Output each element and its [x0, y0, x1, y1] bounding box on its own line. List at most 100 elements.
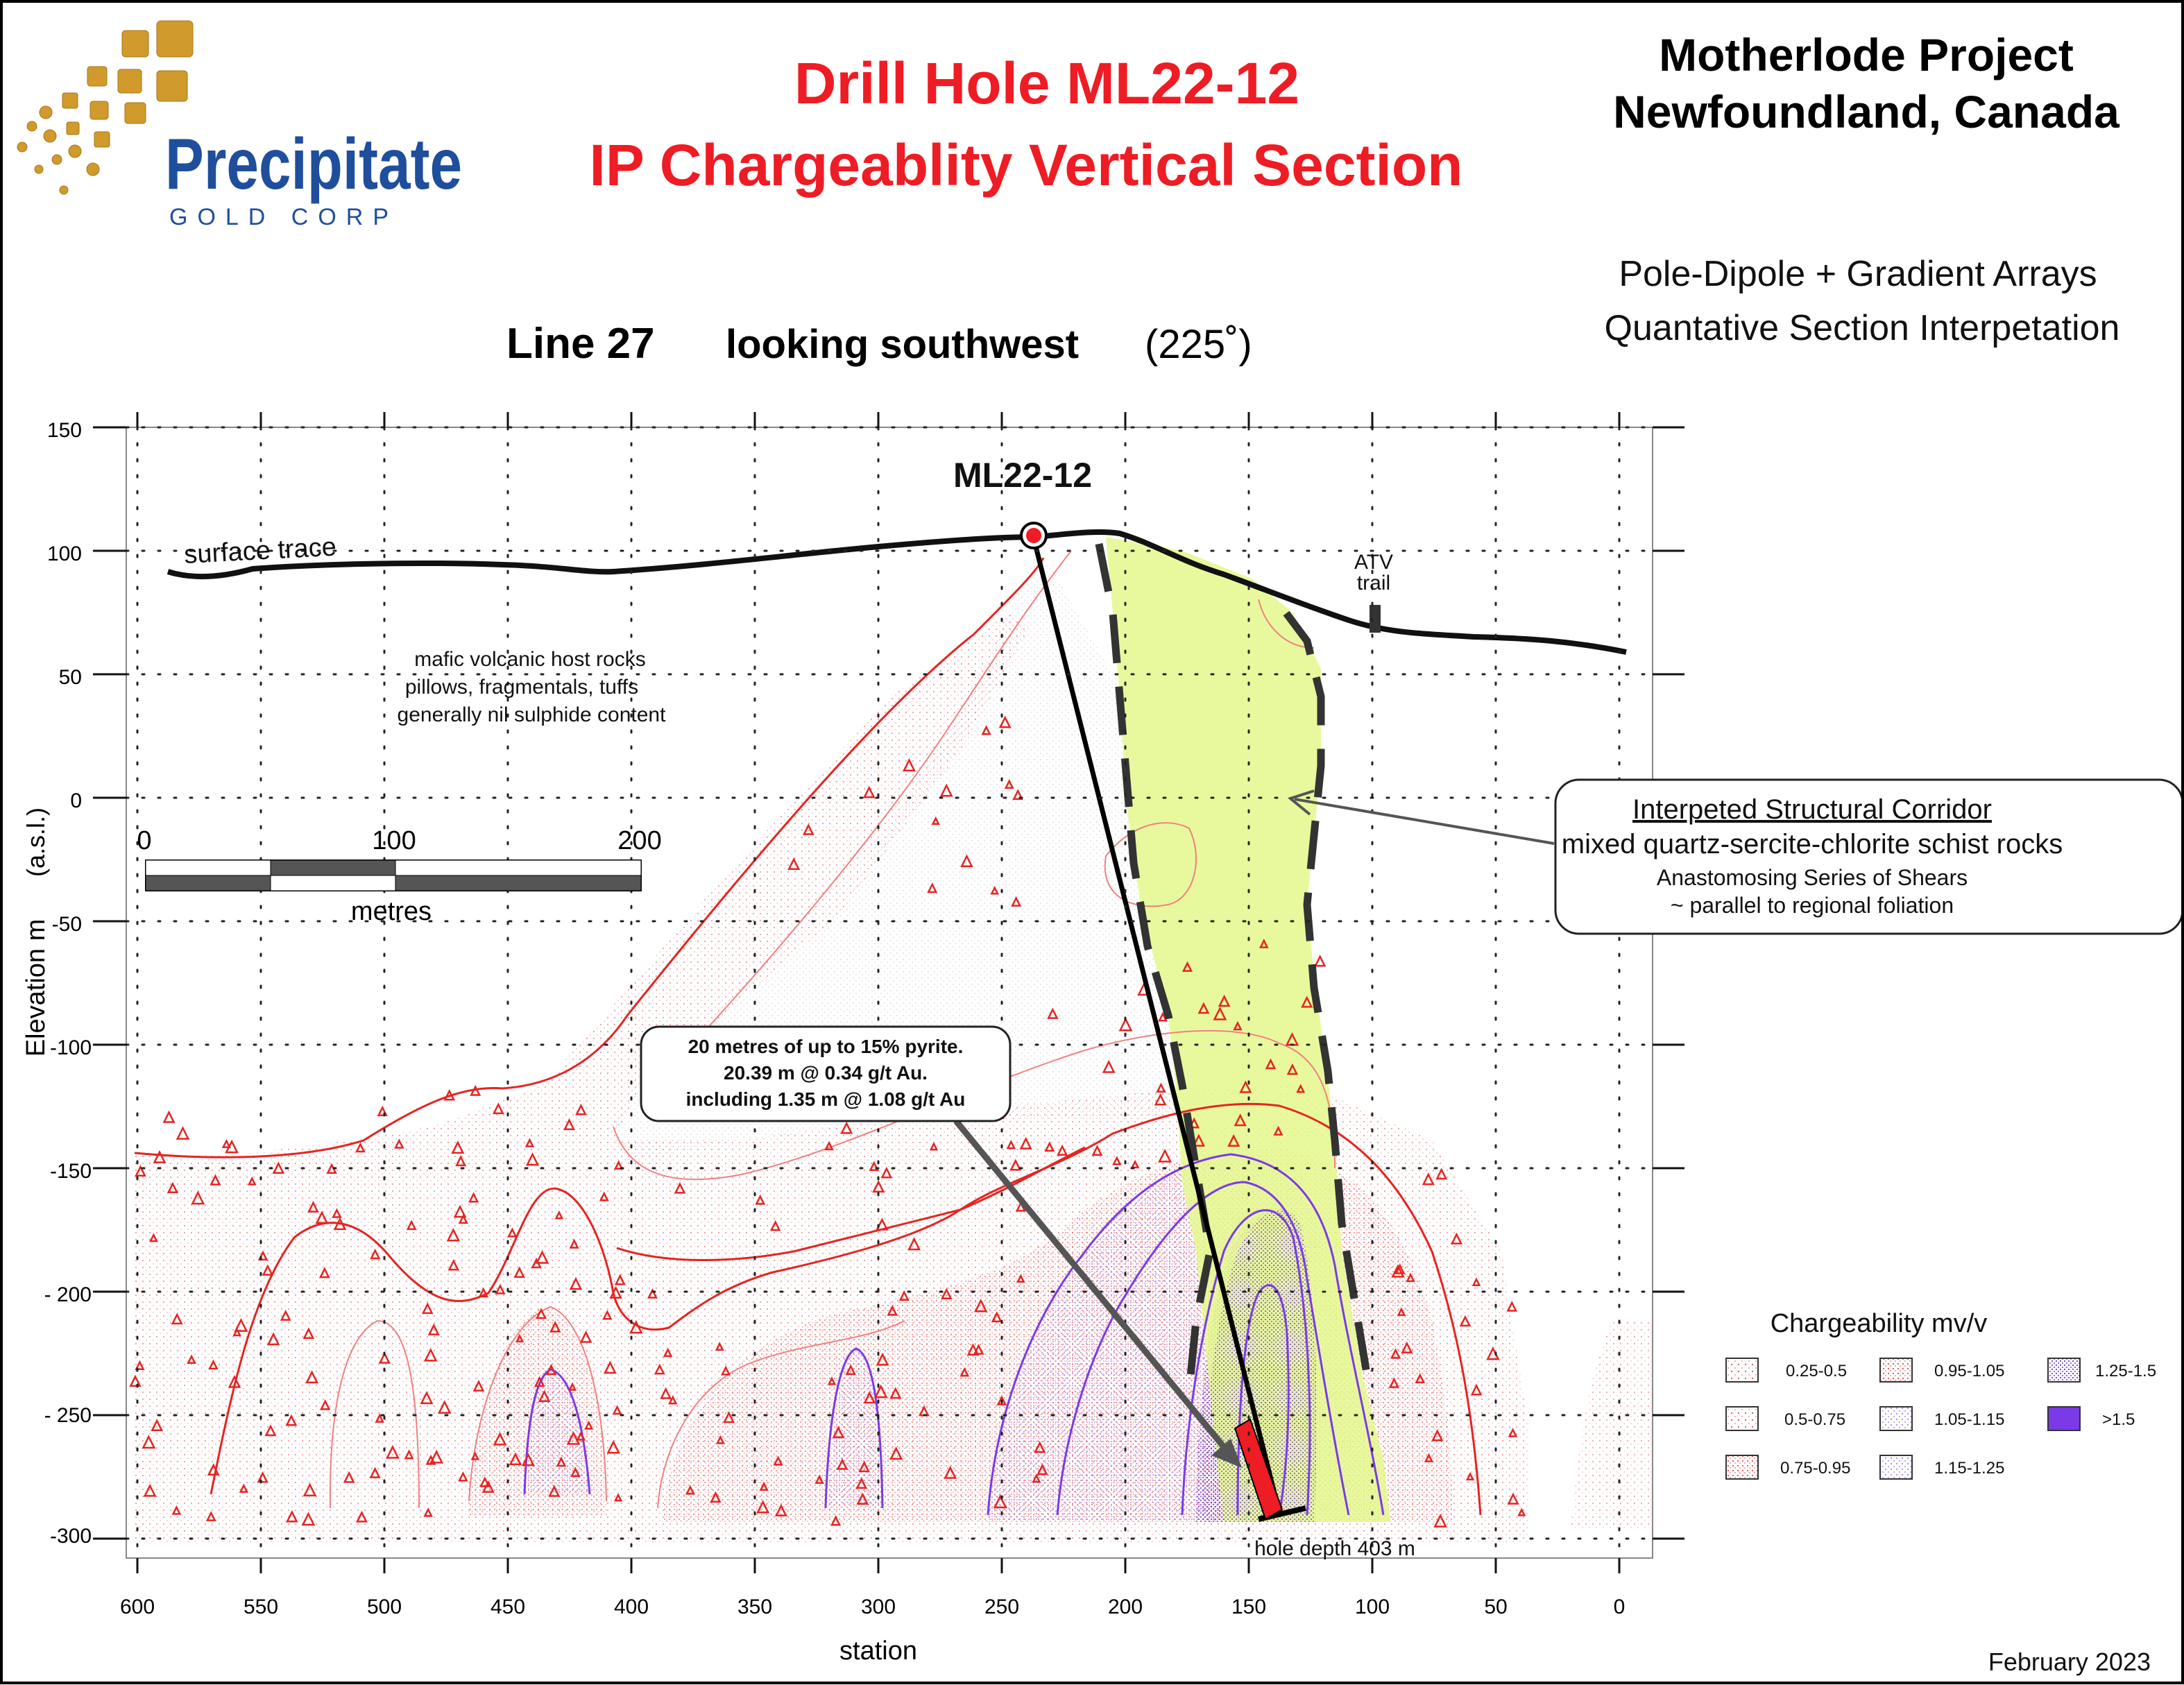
scale-tick-200: 200 [617, 826, 661, 855]
charge-point-marker [1006, 1139, 1016, 1149]
charge-point-marker [889, 1446, 903, 1460]
charge-point-marker [470, 1084, 481, 1096]
charge-point-marker [536, 1308, 547, 1319]
charge-point-marker [472, 1380, 485, 1392]
charge-point-marker [513, 1266, 525, 1278]
structural-corridor-boundary [1095, 542, 1374, 1391]
charge-point-marker [660, 1387, 672, 1399]
section-azimuth: (225˚) [1145, 322, 1252, 367]
charge-point-marker [907, 1237, 921, 1251]
company-logo: Precipitate GOLD CORP [17, 20, 462, 230]
charge-point-marker [802, 823, 814, 835]
charge-point-marker [887, 1305, 898, 1316]
charge-point-marker [889, 1387, 902, 1399]
charge-point-marker [495, 1283, 506, 1294]
intercept-line-2: 20.39 m @ 0.34 g/t Au. [724, 1062, 928, 1084]
charge-point-marker [1218, 994, 1231, 1007]
charge-point-marker [721, 1365, 731, 1376]
corridor-rock: mixed quartz-sercite-chlorite schist roc… [1562, 829, 2063, 859]
hole-name-label: ML22-12 [953, 456, 1092, 495]
charge-point-marker [171, 1312, 183, 1325]
charge-point-marker [221, 1138, 231, 1149]
charge-point-marker [1471, 1277, 1481, 1286]
charge-point-marker [563, 1118, 575, 1131]
charge-point-marker [378, 1351, 391, 1364]
x-tick-label: 50 [1484, 1596, 1507, 1618]
charge-point-marker [769, 1220, 781, 1231]
atv-label-1: ATV [1354, 551, 1393, 574]
charge-point-marker [1401, 1341, 1413, 1353]
date-label: February 2023 [1988, 1648, 2151, 1676]
charge-point-marker [524, 1138, 535, 1147]
charge-point-marker [556, 1456, 567, 1467]
charge-point-marker [285, 1509, 298, 1523]
charge-point-marker [1265, 1058, 1277, 1070]
charge-point-marker [1508, 1428, 1518, 1437]
charge-point-marker [647, 1288, 658, 1299]
charge-point-marker [423, 1348, 438, 1362]
charge-point-marker [369, 1466, 381, 1478]
charge-point-marker [566, 1431, 581, 1445]
plot-frame [126, 427, 1653, 1559]
charge-point-marker [305, 1370, 319, 1384]
charge-point-marker [1394, 1263, 1406, 1274]
legend-item: 0.75-0.95 [1725, 1455, 1850, 1480]
legend-swatch [1725, 1406, 1759, 1431]
plot-area: 600 550 500 450 400 350 300 250 200 150 … [22, 412, 1684, 1666]
charge-point-marker [1415, 1373, 1426, 1384]
charge-point-marker [996, 1395, 1007, 1405]
charge-point-marker [845, 1364, 856, 1375]
charge-point-marker [902, 758, 916, 771]
charge-point-marker [1506, 1301, 1518, 1312]
charge-point-marker [1036, 1463, 1048, 1476]
charge-point-marker [584, 1420, 594, 1430]
charge-point-marker [981, 725, 991, 735]
charge-point-marker [1296, 1084, 1306, 1093]
charge-point-marker [266, 1332, 280, 1346]
charge-point-marker [538, 1389, 551, 1403]
charge-point-marker [1156, 1082, 1166, 1093]
charge-point-marker [898, 1290, 910, 1301]
atv-trail-marker [1370, 605, 1381, 633]
charge-point-marker [1286, 1063, 1299, 1075]
charge-point-marker [191, 1190, 205, 1205]
charge-point-marker [355, 1142, 366, 1153]
charge-point-marker [377, 1105, 388, 1116]
charge-point-marker [1313, 955, 1326, 967]
legend-item: 1.05-1.15 [1879, 1406, 2004, 1431]
legend-label: 0.5-0.75 [1784, 1410, 1845, 1429]
charge-point-marker [570, 1466, 581, 1478]
charge-point-marker [239, 1483, 249, 1493]
charge-point-marker [148, 1233, 158, 1242]
charge-point-marker [554, 1210, 564, 1220]
charge-point-marker [458, 1471, 468, 1482]
charge-point-marker [355, 1510, 368, 1523]
charge-point-marker [443, 1088, 456, 1101]
charge-point-marker [674, 1181, 686, 1194]
charge-point-marker [814, 1474, 824, 1484]
charge-point-marker [1158, 1011, 1168, 1022]
charge-point-marker [575, 1103, 587, 1115]
charge-point-marker [1213, 1006, 1227, 1020]
charge-point-marker [876, 1217, 889, 1231]
charge-point-marker [1507, 1492, 1519, 1505]
host-rock-line-2: pillows, fragmentals, tuffs [405, 676, 638, 699]
charge-point-marker [569, 1276, 583, 1290]
charge-point-marker [773, 1455, 783, 1466]
intercept-line-3: including 1.35 m @ 1.08 g/t Au [686, 1088, 966, 1110]
charge-point-marker [479, 1476, 490, 1487]
section-view: looking southwest [726, 322, 1079, 367]
charge-point-marker [1047, 1007, 1059, 1019]
charge-point-marker [1102, 1059, 1116, 1073]
charge-point-marker [234, 1317, 248, 1332]
charge-point-marker [939, 783, 953, 797]
x-tick-label: 100 [1355, 1596, 1390, 1618]
charge-point-marker [1158, 1148, 1172, 1163]
y-tick-label: -150 [50, 1160, 92, 1183]
charge-point-marker [437, 1400, 452, 1414]
logo-wordmark: Precipitate [165, 124, 462, 205]
charge-point-marker [1044, 1141, 1055, 1152]
charge-point-marker [960, 854, 973, 867]
y-tick-label: -100 [50, 1036, 92, 1059]
charge-point-marker [1273, 1125, 1283, 1136]
